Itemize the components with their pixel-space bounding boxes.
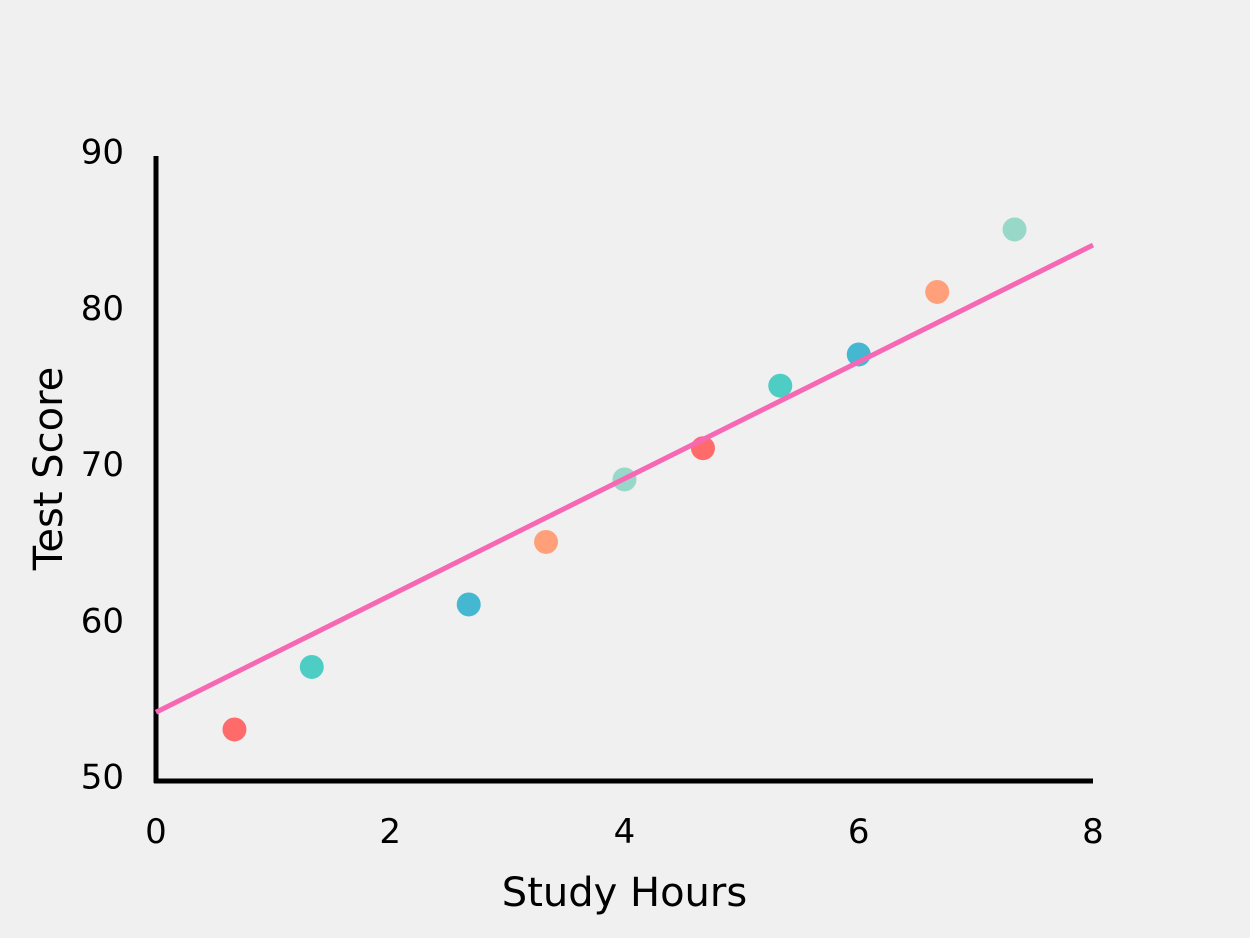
x-axis-ticks: 0 2 4 6 8 xyxy=(145,812,1104,852)
x-tick-label: 0 xyxy=(145,812,167,852)
data-point xyxy=(1002,217,1027,242)
x-tick-label: 4 xyxy=(614,812,636,852)
data-point xyxy=(768,373,793,398)
data-point xyxy=(534,529,559,554)
x-tick-label: 2 xyxy=(379,812,401,852)
y-tick-label: 80 xyxy=(81,289,124,329)
data-point xyxy=(925,279,950,304)
y-tick-label: 50 xyxy=(81,758,124,798)
y-tick-label: 90 xyxy=(81,133,124,173)
trend-line xyxy=(154,242,1095,715)
x-axis-title: Study Hours xyxy=(502,870,747,916)
y-tick-label: 70 xyxy=(81,445,124,485)
x-tick-label: 6 xyxy=(848,812,870,852)
y-axis-title: Test Score xyxy=(26,367,72,572)
y-axis-ticks: 50 60 70 80 90 xyxy=(81,133,124,798)
y-tick-label: 60 xyxy=(81,601,124,641)
data-point xyxy=(299,654,324,679)
data-point xyxy=(222,717,247,742)
x-tick-label: 8 xyxy=(1082,812,1104,852)
data-point xyxy=(456,592,481,617)
data-points xyxy=(222,217,1027,742)
